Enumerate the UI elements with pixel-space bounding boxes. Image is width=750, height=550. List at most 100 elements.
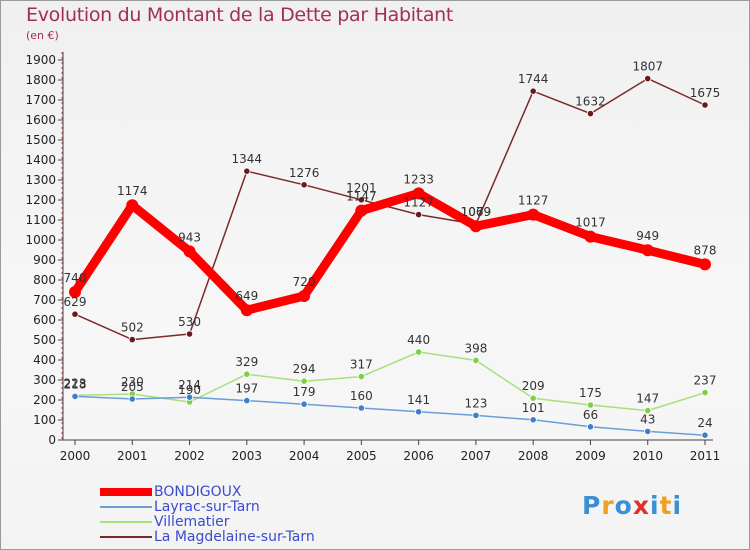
- y-tick-label: 1700: [25, 93, 56, 107]
- data-label: 1017: [575, 216, 606, 230]
- data-point: [415, 408, 423, 416]
- legend-label: La Magdelaine-sur-Tarn: [154, 529, 315, 545]
- data-label: 205: [121, 380, 144, 394]
- data-label: 720: [293, 275, 316, 289]
- data-label: 1233: [403, 172, 434, 186]
- logo-letter: P: [582, 491, 602, 520]
- data-label: 440: [407, 333, 430, 347]
- series-line-0: [70, 188, 710, 315]
- data-point: [641, 244, 654, 257]
- data-label: 190: [178, 383, 201, 397]
- data-point: [415, 348, 423, 356]
- data-point: [183, 245, 196, 258]
- y-tick-label: 1500: [25, 133, 56, 147]
- data-label: 24: [697, 416, 712, 430]
- data-point: [69, 286, 81, 298]
- y-tick-label: 1300: [25, 173, 56, 187]
- proxiti-logo: Proxiti: [582, 491, 682, 520]
- y-tick-label: 300: [33, 373, 56, 387]
- series-line-3: [74, 77, 706, 341]
- logo-letter: i: [672, 491, 683, 520]
- data-label: 66: [583, 408, 598, 422]
- data-label: 1127: [403, 196, 434, 210]
- y-tick-label: 400: [33, 353, 56, 367]
- series-line-1: [74, 395, 706, 436]
- y-tick-label: 1100: [25, 213, 56, 227]
- data-point: [415, 211, 423, 219]
- y-tick-label: 900: [33, 253, 56, 267]
- data-label: 141: [407, 393, 430, 407]
- data-point: [300, 400, 308, 408]
- data-point: [355, 204, 368, 217]
- x-tick-label: 2003: [232, 449, 263, 463]
- y-tick-label: 700: [33, 293, 56, 307]
- data-point: [586, 401, 595, 409]
- data-label: 1201: [346, 181, 377, 195]
- data-label: 197: [235, 382, 258, 396]
- data-point: [243, 167, 251, 175]
- y-tick-label: 1000: [25, 233, 56, 247]
- data-point: [586, 423, 595, 431]
- data-point: [644, 406, 652, 415]
- data-point: [128, 395, 136, 403]
- data-point: [701, 388, 709, 397]
- data-label: 530: [178, 315, 201, 329]
- data-label: 317: [350, 358, 373, 372]
- data-label: 160: [350, 389, 373, 403]
- data-label: 1069: [461, 205, 492, 219]
- y-tick-label: 800: [33, 273, 56, 287]
- x-tick-label: 2002: [174, 449, 205, 463]
- data-point: [243, 396, 251, 405]
- data-label: 101: [522, 401, 545, 415]
- data-point: [240, 304, 253, 317]
- data-label: 740: [64, 271, 87, 285]
- data-label: 209: [522, 379, 545, 393]
- data-point: [472, 356, 480, 364]
- data-point: [412, 187, 425, 200]
- data-point: [586, 110, 595, 118]
- data-point: [529, 394, 537, 402]
- data-label: 1147: [346, 190, 377, 204]
- data-label: 1344: [232, 152, 263, 166]
- data-point: [529, 416, 537, 424]
- data-label: 179: [293, 385, 316, 399]
- data-label: 294: [293, 362, 316, 376]
- data-point: [71, 392, 79, 400]
- data-label: 1807: [632, 60, 663, 74]
- data-point: [472, 411, 480, 419]
- y-tick-label: 1400: [25, 153, 56, 167]
- legend-label: Villematier: [154, 514, 230, 530]
- data-label: 1276: [289, 166, 320, 180]
- logo-letter: o: [614, 491, 633, 520]
- data-label: 502: [121, 321, 144, 335]
- data-label: 147: [636, 392, 659, 406]
- data-point: [644, 75, 652, 83]
- data-label: 1744: [518, 72, 549, 86]
- legend-label: BONDIGOUX: [154, 484, 242, 500]
- data-point: [357, 372, 365, 381]
- logo-letter: t: [659, 491, 673, 520]
- data-point: [644, 427, 652, 435]
- x-tick-label: 2000: [60, 449, 91, 463]
- data-point: [701, 431, 709, 439]
- data-label: 214: [178, 378, 201, 392]
- x-tick-label: 2005: [346, 449, 377, 463]
- x-tick-label: 2007: [461, 449, 492, 463]
- data-point: [185, 393, 194, 401]
- x-tick-label: 2009: [575, 449, 606, 463]
- y-tick-label: 1200: [25, 193, 56, 207]
- data-point: [529, 87, 537, 95]
- data-label: 1079: [461, 205, 492, 219]
- data-label: 1632: [575, 95, 606, 109]
- data-point: [699, 258, 711, 271]
- data-point: [584, 230, 597, 243]
- data-point: [527, 208, 540, 221]
- data-label: 123: [464, 396, 487, 410]
- y-tick-label: 100: [33, 413, 56, 427]
- y-tick-label: 200: [33, 393, 56, 407]
- data-point: [469, 220, 482, 233]
- data-label: 1675: [690, 86, 721, 100]
- x-tick-label: 2011: [690, 449, 721, 463]
- data-point: [126, 199, 139, 212]
